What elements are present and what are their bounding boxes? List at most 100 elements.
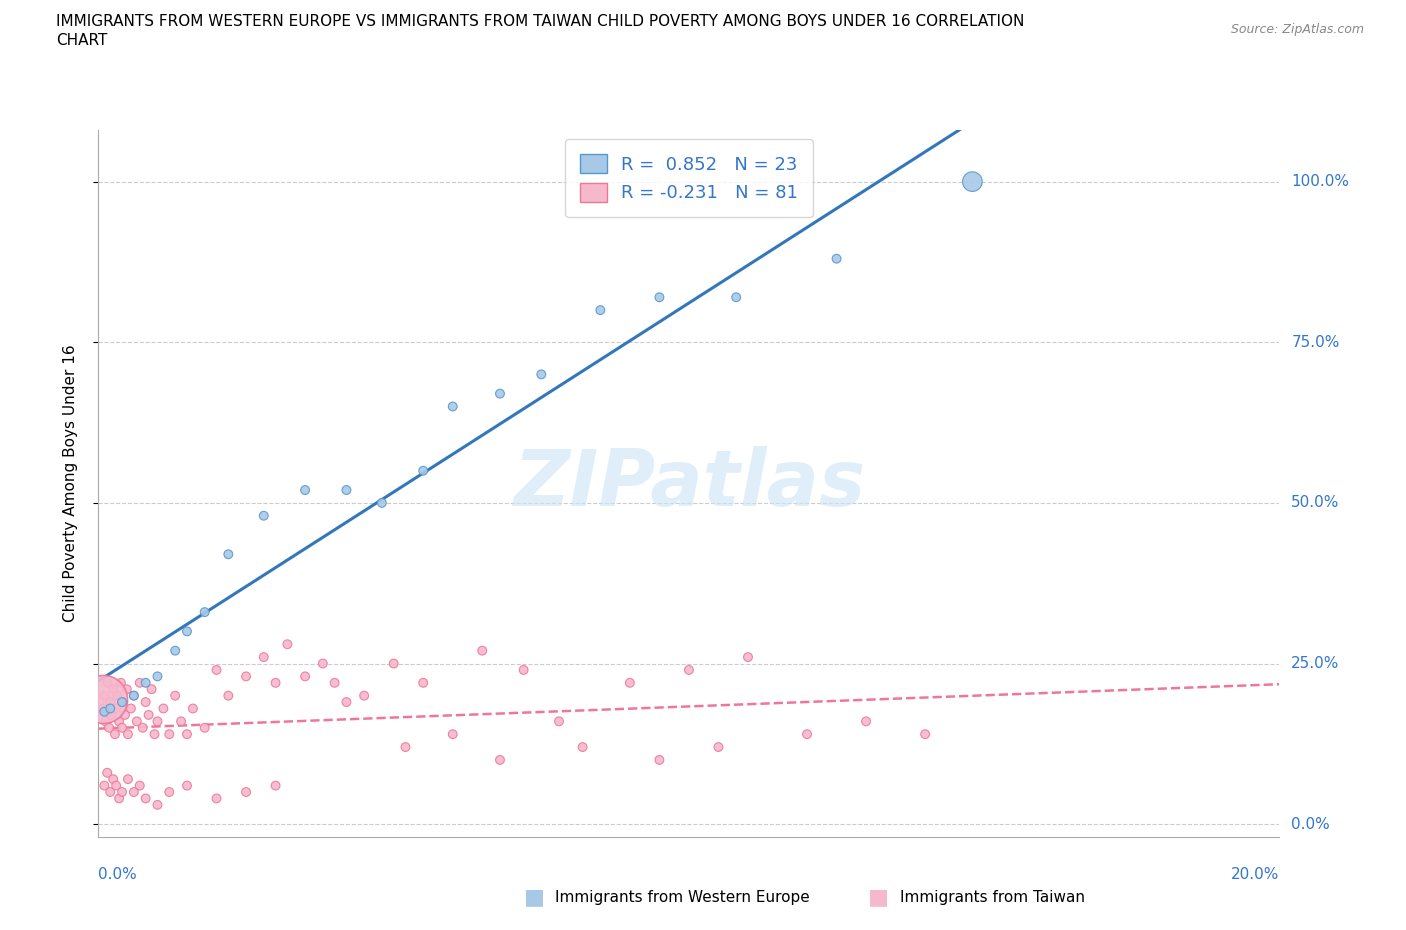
Point	[619, 675, 641, 690]
Point	[122, 688, 145, 703]
Point	[100, 708, 122, 723]
Point	[205, 791, 228, 806]
Text: 25.0%: 25.0%	[1291, 656, 1340, 671]
Point	[135, 675, 157, 690]
Text: Immigrants from Taiwan: Immigrants from Taiwan	[900, 890, 1085, 905]
Point	[264, 778, 287, 793]
Point	[105, 778, 128, 793]
Point	[589, 302, 612, 317]
Point	[323, 675, 346, 690]
Point	[205, 662, 228, 677]
Point	[105, 688, 128, 703]
Point	[235, 785, 257, 800]
Text: Immigrants from Western Europe: Immigrants from Western Europe	[555, 890, 810, 905]
Point	[103, 682, 125, 697]
Text: 0.0%: 0.0%	[98, 868, 138, 883]
Point	[176, 778, 198, 793]
Point	[108, 791, 131, 806]
Point	[176, 624, 198, 639]
Point	[146, 797, 169, 812]
Point	[117, 772, 139, 787]
Point	[648, 752, 671, 767]
Point	[91, 691, 114, 706]
Point	[98, 701, 121, 716]
Point	[138, 708, 160, 723]
Point	[112, 695, 135, 710]
Point	[111, 785, 134, 800]
Point	[110, 675, 132, 690]
Point	[157, 785, 180, 800]
Point	[115, 682, 138, 697]
Point	[855, 714, 877, 729]
Point	[312, 656, 335, 671]
Legend: R =  0.852   N = 23, R = -0.231   N = 81: R = 0.852 N = 23, R = -0.231 N = 81	[565, 140, 813, 217]
Point	[962, 174, 984, 189]
Point	[132, 721, 155, 736]
Point	[104, 726, 127, 741]
Text: ■: ■	[869, 887, 889, 908]
Point	[294, 483, 316, 498]
Point	[143, 726, 166, 741]
Point	[111, 721, 134, 736]
Point	[548, 714, 571, 729]
Point	[122, 688, 145, 703]
Point	[648, 290, 671, 305]
Point	[93, 688, 115, 703]
Point	[181, 701, 204, 716]
Point	[98, 695, 121, 710]
Point	[217, 547, 239, 562]
Point	[382, 656, 405, 671]
Point	[335, 695, 357, 710]
Point	[93, 704, 115, 719]
Point	[146, 669, 169, 684]
Point	[194, 721, 217, 736]
Point	[471, 644, 494, 658]
Point	[412, 463, 434, 478]
Point	[98, 721, 121, 736]
Point	[165, 688, 187, 703]
Point	[117, 726, 139, 741]
Point	[105, 701, 128, 716]
Text: 100.0%: 100.0%	[1291, 174, 1350, 189]
Point	[120, 701, 142, 716]
Point	[725, 290, 748, 305]
Point	[103, 772, 125, 787]
Point	[125, 714, 148, 729]
Text: ■: ■	[524, 887, 544, 908]
Text: CHART: CHART	[56, 33, 108, 47]
Point	[122, 785, 145, 800]
Text: IMMIGRANTS FROM WESTERN EUROPE VS IMMIGRANTS FROM TAIWAN CHILD POVERTY AMONG BOY: IMMIGRANTS FROM WESTERN EUROPE VS IMMIGR…	[56, 14, 1025, 29]
Point	[737, 650, 759, 665]
Point	[294, 669, 316, 684]
Point	[176, 726, 198, 741]
Point	[253, 509, 276, 524]
Point	[96, 765, 118, 780]
Point	[111, 695, 134, 710]
Point	[264, 675, 287, 690]
Point	[512, 662, 534, 677]
Text: Source: ZipAtlas.com: Source: ZipAtlas.com	[1230, 23, 1364, 36]
Point	[135, 695, 157, 710]
Y-axis label: Child Poverty Among Boys Under 16: Child Poverty Among Boys Under 16	[63, 345, 77, 622]
Point	[707, 739, 730, 754]
Point	[276, 637, 298, 652]
Point	[796, 726, 818, 741]
Point	[217, 688, 239, 703]
Point	[194, 604, 217, 619]
Point	[152, 701, 174, 716]
Text: ZIPatlas: ZIPatlas	[513, 445, 865, 522]
Point	[146, 714, 169, 729]
Point	[170, 714, 193, 729]
Point	[353, 688, 375, 703]
Point	[235, 669, 257, 684]
Point	[825, 251, 848, 266]
Point	[135, 791, 157, 806]
Text: 0.0%: 0.0%	[1291, 817, 1330, 831]
Point	[412, 675, 434, 690]
Point	[141, 682, 163, 697]
Point	[394, 739, 416, 754]
Point	[93, 778, 115, 793]
Point	[114, 708, 136, 723]
Point	[108, 714, 131, 729]
Text: 20.0%: 20.0%	[1232, 868, 1279, 883]
